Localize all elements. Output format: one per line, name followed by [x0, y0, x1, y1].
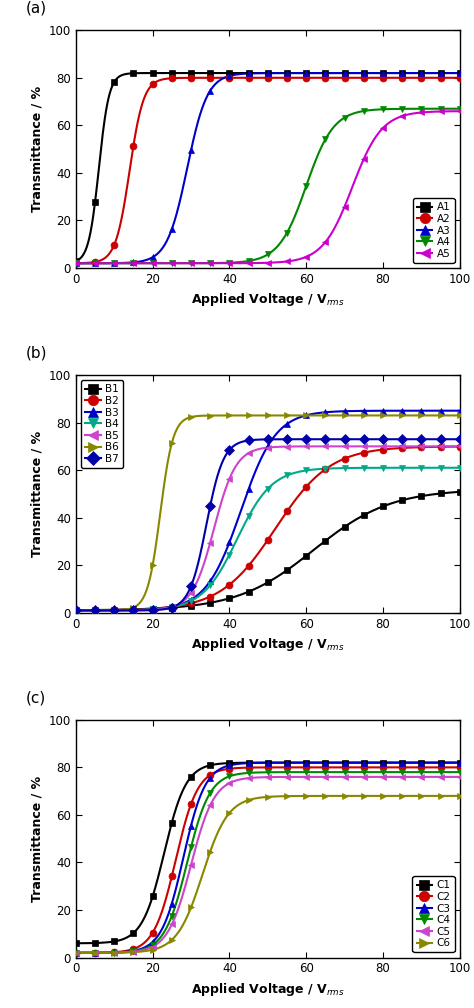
Y-axis label: Transmittance / %: Transmittance / %	[30, 86, 43, 213]
X-axis label: Applied Voltage / V$_{rms}$: Applied Voltage / V$_{rms}$	[191, 981, 345, 998]
Text: (b): (b)	[26, 346, 47, 361]
Legend: B1, B2, B3, B4, B5, B6, B7: B1, B2, B3, B4, B5, B6, B7	[81, 380, 123, 468]
Y-axis label: Transmittance / %: Transmittance / %	[30, 430, 43, 557]
X-axis label: Applied Voltage / V$_{rms}$: Applied Voltage / V$_{rms}$	[191, 636, 345, 653]
Text: (c): (c)	[26, 690, 46, 706]
Y-axis label: Transmittance / %: Transmittance / %	[30, 775, 43, 902]
Legend: A1, A2, A3, A4, A5: A1, A2, A3, A4, A5	[413, 199, 455, 263]
Text: (a): (a)	[26, 1, 47, 16]
Legend: C1, C2, C3, C4, C5, C6: C1, C2, C3, C4, C5, C6	[412, 876, 455, 953]
X-axis label: Applied Voltage / V$_{rms}$: Applied Voltage / V$_{rms}$	[191, 291, 345, 308]
